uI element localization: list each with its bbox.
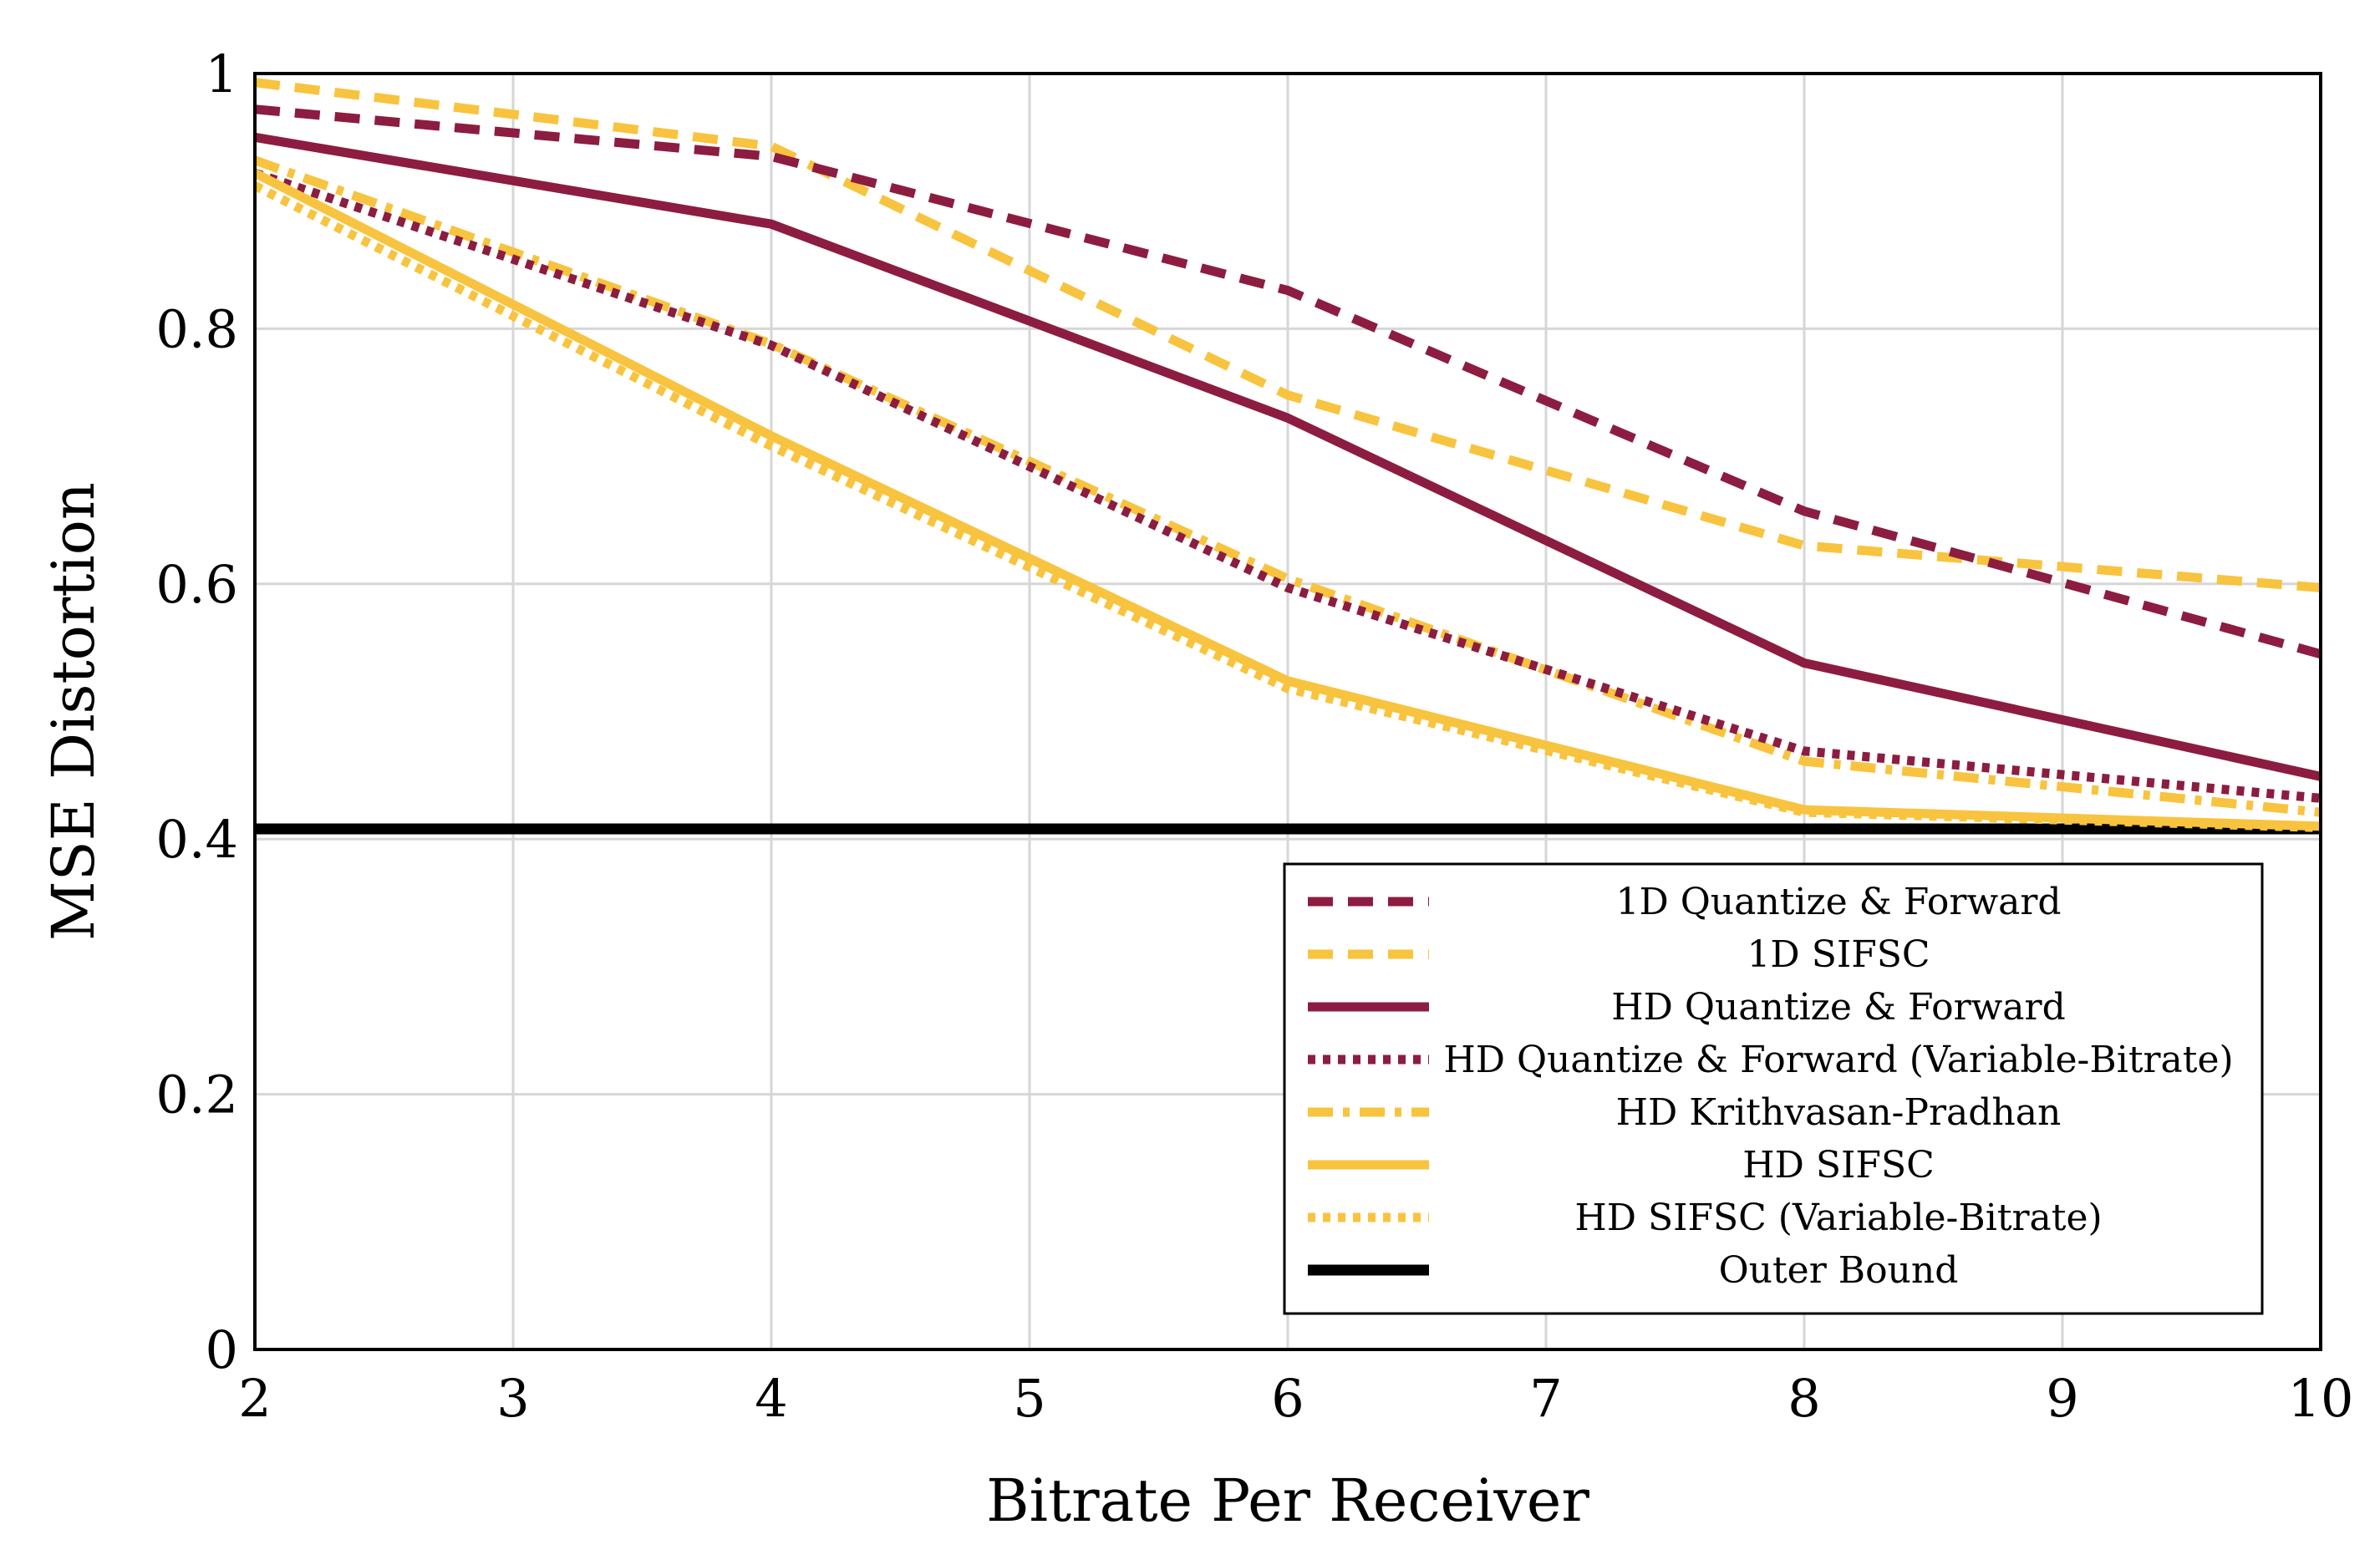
legend-label: HD SIFSC <box>1742 1144 1935 1187</box>
x-tick-label: 9 <box>2046 1368 2078 1429</box>
series-line-1d-sifsc <box>254 78 2322 592</box>
legend-label: HD Krithvasan-Pradhan <box>1616 1091 2062 1134</box>
x-tick-label: 3 <box>496 1368 529 1429</box>
y-tick-label: 1 <box>206 43 238 104</box>
x-tick-label: 7 <box>1529 1368 1562 1429</box>
series-line-1d-quantize-forward <box>254 104 2322 659</box>
y-tick-label: 0.2 <box>155 1065 238 1126</box>
legend-label: HD Quantize & Forward (Variable-Bitrate) <box>1443 1039 2233 1081</box>
series-line-hd-quantize-forward <box>254 132 2322 781</box>
legend-label: HD Quantize & Forward <box>1611 986 2065 1029</box>
legend-label: Outer Bound <box>1719 1249 1959 1292</box>
series-line-hd-quantize-forward-variable-bitrate <box>253 168 2322 803</box>
y-tick-labels: 0 0.2 0.4 0.6 0.8 1 <box>155 43 238 1380</box>
series-lines <box>252 78 2322 835</box>
x-tick-label: 2 <box>238 1368 271 1429</box>
x-axis-label: Bitrate Per Receiver <box>986 1466 1589 1535</box>
y-tick-label: 0.6 <box>155 554 238 615</box>
x-tick-label: 8 <box>1788 1368 1820 1429</box>
legend-box <box>1283 862 2264 1315</box>
x-tick-label: 10 <box>2288 1368 2354 1429</box>
plot-frame <box>253 72 2322 1351</box>
series-line-hd-krithvasan-pradhan <box>253 155 2322 817</box>
legend-label: 1D Quantize & Forward <box>1615 881 2061 923</box>
legend: 1D Quantize & Forward 1D SIFSC HD Quantize… <box>1283 862 2264 1315</box>
y-tick-label: 0.8 <box>155 298 238 359</box>
legend-label: 1D SIFSC <box>1747 933 1930 976</box>
series-line-hd-sifsc <box>252 169 2322 831</box>
x-tick-label: 5 <box>1013 1368 1045 1429</box>
x-tick-label: 4 <box>755 1368 787 1429</box>
y-axis-label: MSE Distortion <box>39 482 108 941</box>
x-tick-labels: 2 3 4 5 6 7 8 9 10 <box>238 1368 2353 1429</box>
legend-label: HD SIFSC (Variable-Bitrate) <box>1574 1197 2102 1239</box>
y-tick-label: 0.4 <box>155 809 238 870</box>
y-tick-label: 0 <box>206 1319 238 1380</box>
x-tick-label: 6 <box>1271 1368 1304 1429</box>
